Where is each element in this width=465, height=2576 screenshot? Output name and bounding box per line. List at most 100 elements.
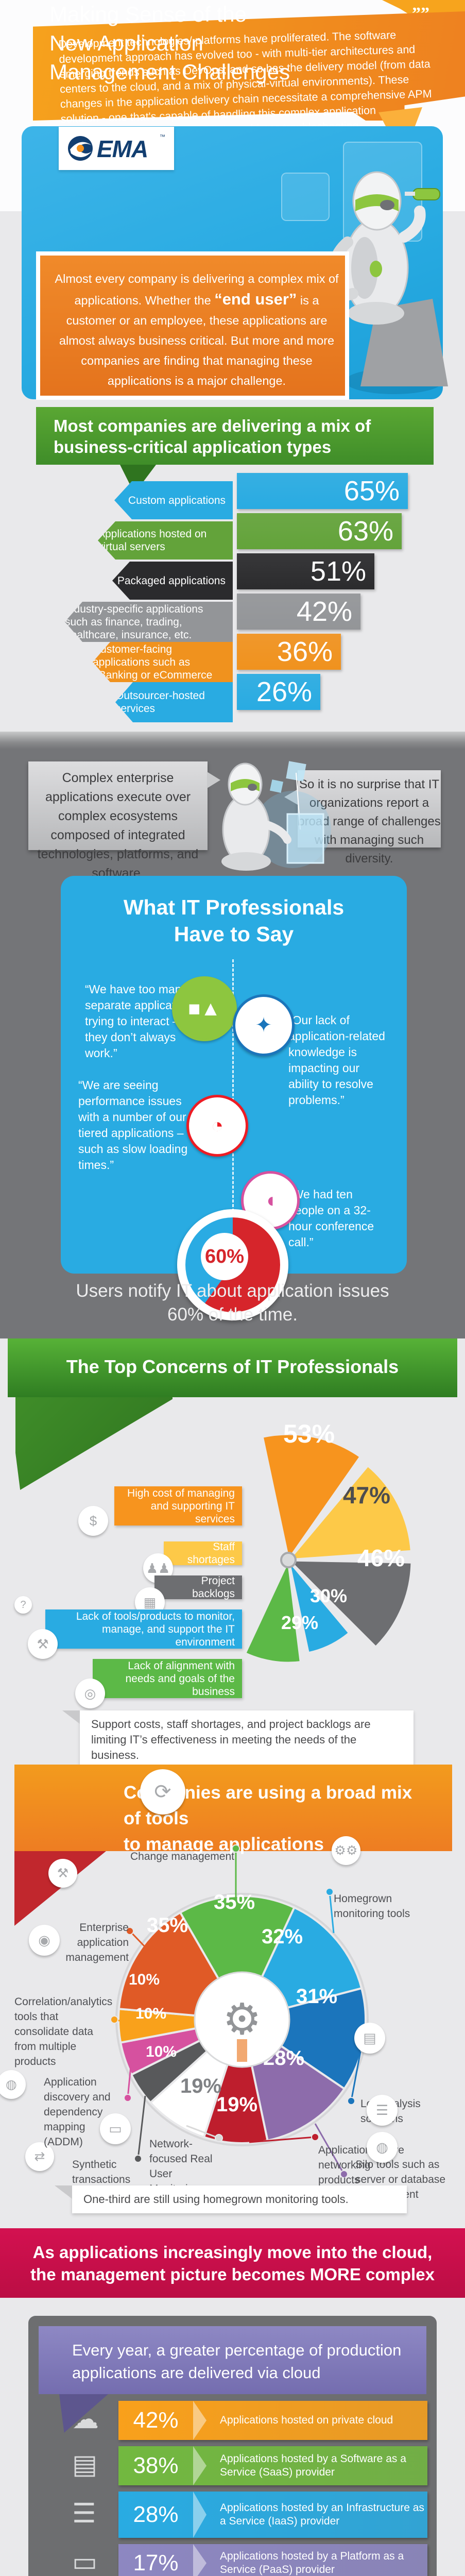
tools-label: Correlation/analytics tools that consoli… <box>14 1996 113 2067</box>
bar-label: Custom applications <box>114 481 233 519</box>
cloud-row: 17% Applications hosted by a Platform as … <box>118 2544 427 2576</box>
cloud-row-value: 38% <box>133 2453 179 2478</box>
bar-label: Outsourcer-hosted services <box>115 682 233 722</box>
tools-banner-text: Companies are using a broad mix of tools… <box>124 1783 412 1854</box>
tools-donut-chart: 35%32%31%28%19%19%10%10%10%35%⚙ <box>110 1844 369 2178</box>
lead-card: Almost every company is delivering a com… <box>36 251 349 400</box>
concern-label: Project backlogs <box>154 1575 242 1600</box>
fan-wedge-value: 53% <box>283 1419 335 1448</box>
app-mix-banner <box>36 407 434 465</box>
cloud-row-value: 42% <box>133 2408 179 2433</box>
cloud-row: 42% Applications hosted on private cloud <box>118 2401 427 2440</box>
target-icon: ◎ <box>75 1679 105 1708</box>
cloud-complex-text: As applications increasingly move into t… <box>30 2243 435 2284</box>
concerns-banner <box>8 1338 457 1397</box>
tools-wedge-value: 35% <box>214 1891 255 1913</box>
tools-wedge-value: 10% <box>135 2005 166 2022</box>
bar-label: Packaged applications <box>112 562 233 600</box>
hand-icon <box>237 2039 247 2062</box>
notify-donut-chart: 60% <box>177 1209 288 1320</box>
tools-label: Change management <box>130 1851 234 1862</box>
fan-wedge <box>285 1558 414 1650</box>
monitor-icon: ▭ <box>100 2113 131 2144</box>
concern-label: High cost of managing and supporting IT … <box>114 1486 242 1526</box>
concern-label: Staff shortages <box>164 1541 242 1566</box>
cloud-row-value: 28% <box>133 2502 179 2527</box>
it-quotes-title: What IT Professionals Have to Say <box>123 895 345 946</box>
fan-wedge <box>261 1432 363 1564</box>
monitor-globe-icon: ▭ <box>72 2547 98 2576</box>
fan-wedge-value: 29% <box>281 1612 318 1633</box>
tools-wedge-value: 10% <box>146 2043 177 2060</box>
donut-value: 60% <box>201 1233 248 1280</box>
page-title: Making Sense of the New Application Mana… <box>49 2 290 84</box>
money-icon: $ <box>78 1506 108 1536</box>
bar: 51% <box>237 553 374 589</box>
bar-label: Customer-facing applications such as eBa… <box>93 642 233 682</box>
bar: 42% <box>237 594 360 630</box>
tools-wedge-value: 19% <box>180 2075 221 2097</box>
cloud-row-label: Applications hosted by an Infrastructure… <box>220 2502 424 2527</box>
servers-icon: ▤ <box>72 2450 98 2480</box>
bar: 36% <box>237 634 341 670</box>
intro-quote-banner <box>33 11 465 121</box>
cloud-row-label: Applications hosted by a Software as a S… <box>220 2453 406 2478</box>
fan-wedge <box>287 1559 352 1655</box>
tools-label: Synthetic transactions <box>72 2159 131 2185</box>
concerns-note: Support costs, staff shortages, and proj… <box>80 1710 414 1769</box>
bar: 63% <box>237 513 402 549</box>
gears-icon: ⚙⚙ <box>332 1836 360 1865</box>
robot-small-illustration <box>221 761 331 871</box>
app-mix-heading: Most companies are delivering a mix of bu… <box>54 416 371 456</box>
integration-shapes-icon: ■▲ <box>172 976 237 1041</box>
tools-wedge <box>179 1895 296 2022</box>
cloud-row-label: Applications hosted on private cloud <box>220 2414 393 2426</box>
bar: 65% <box>237 473 408 509</box>
cloud-row-label: Applications hosted by a Platform as a S… <box>220 2550 404 2575</box>
speech-bubble-left: Complex enterprise applications execute … <box>28 761 208 880</box>
cloud-row: 38% Applications hosted by a Software as … <box>118 2446 427 2485</box>
tools-label: Homegrown monitoring tools <box>334 1893 410 1920</box>
tools-wedge-value: 35% <box>147 1914 188 1937</box>
pie-chart-icon: ◔ <box>186 1095 248 1157</box>
fan-wedge-value: 30% <box>310 1585 347 1606</box>
cloud-row: 28% Applications hosted by an Infrastruct… <box>118 2492 427 2538</box>
fan-wedge-value: 47% <box>343 1482 390 1509</box>
cloud-icon: ☁ <box>72 2404 99 2434</box>
tools-icon: ⚒ <box>28 1629 58 1659</box>
change-icon: ⟳ <box>140 1769 185 1815</box>
tools-wedge-value: 32% <box>262 1925 303 1948</box>
cloud-row-value: 17% <box>133 2550 179 2575</box>
dark-section-divider <box>0 732 465 749</box>
notify-caption-line2: 60% of the time. <box>167 1304 298 1325</box>
ema-swirl-icon <box>68 136 93 161</box>
tools-label: Enterprise application management <box>65 1922 129 1963</box>
it-quote: “Our lack of application-related knowled… <box>288 1013 385 1107</box>
notify-caption-line1: Users notify IT about application issues <box>76 1281 389 1301</box>
it-quote: “We had ten people on a 32-hour conferen… <box>288 1188 374 1249</box>
globe-network-icon: ◍ <box>367 2132 398 2163</box>
note-fold <box>55 2185 72 2199</box>
log-icon: ▤ <box>354 2023 385 2054</box>
ema-logo-card: EMA ™ <box>59 127 174 170</box>
database-icon: ☰ <box>367 2095 398 2126</box>
gear-icon: ⚙ <box>222 1995 261 2043</box>
bar-label: Applications hosted on virtual servers <box>98 521 233 560</box>
concerns-fan-chart: 53% 47% 46% 30% 29% <box>243 1419 414 1665</box>
cloud-complex-banner <box>0 2228 465 2298</box>
timeline-dashed-line <box>232 959 234 1212</box>
analytics-cube-icon: ◉ <box>29 1925 60 1956</box>
speech-text: Complex enterprise applications execute … <box>37 771 199 880</box>
cloud-delivery-heading: Every year, a greater percentage of prod… <box>72 2341 402 2382</box>
fan-wedge <box>243 1555 303 1665</box>
ema-logo-text: EMA <box>97 135 148 162</box>
tools-banner <box>14 1765 452 1851</box>
tools-note: One-third are still using homegrown moni… <box>72 2185 407 2213</box>
bar-label: Industry-specific applications such as f… <box>65 602 233 642</box>
tools-wedge-value: 10% <box>129 1971 160 1988</box>
hero-pattern <box>281 173 330 221</box>
speech-tail <box>207 772 220 788</box>
robot-illustration <box>328 171 448 394</box>
concern-label: Lack of tools/products to monitor, manag… <box>45 1609 242 1649</box>
hammer-wrench-icon: ⚒ <box>48 1859 77 1888</box>
